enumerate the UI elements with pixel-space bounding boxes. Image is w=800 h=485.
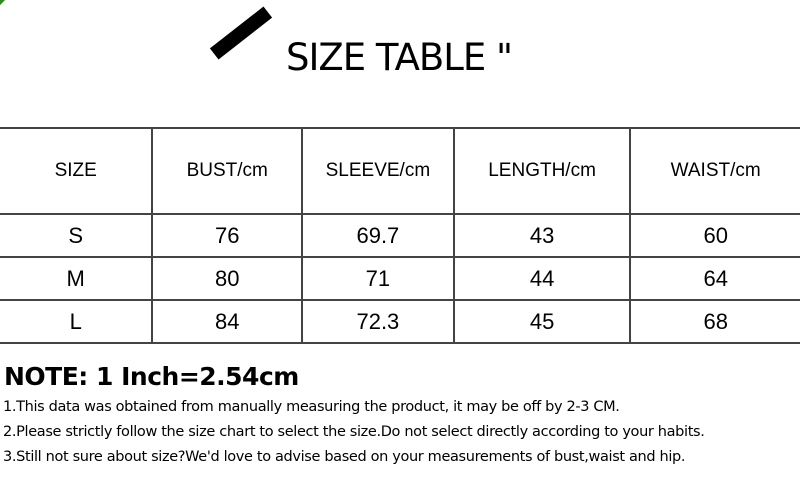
page-title: SIZE TABLE " xyxy=(286,36,513,79)
cell: 43 xyxy=(452,213,632,258)
header-sleeve: SLEEVE/cm xyxy=(301,127,455,215)
cell: M xyxy=(0,256,154,301)
note-line-3: 3.Still not sure about size?We'd love to… xyxy=(3,449,686,465)
table-row: S 76 69.7 43 60 xyxy=(0,213,800,258)
cell: 64 xyxy=(629,256,800,301)
cell: 84 xyxy=(151,299,304,344)
cell: 45 xyxy=(452,299,632,344)
cell: 72.3 xyxy=(301,299,455,344)
table-row: M 80 71 44 64 xyxy=(0,256,800,301)
cell: 60 xyxy=(629,213,800,258)
header-length: LENGTH/cm xyxy=(452,127,632,215)
header-bust: BUST/cm xyxy=(151,127,304,215)
size-table: SIZE BUST/cm SLEEVE/cm LENGTH/cm WAIST/c… xyxy=(0,127,800,344)
cell: 71 xyxy=(301,256,455,301)
cell: L xyxy=(0,299,154,344)
corner-accent xyxy=(0,0,7,7)
header-size: SIZE xyxy=(0,127,154,215)
note-line-1: 1.This data was obtained from manually m… xyxy=(3,399,620,415)
note-line-2: 2.Please strictly follow the size chart … xyxy=(3,424,705,440)
cell: S xyxy=(0,213,154,258)
table-header-row: SIZE BUST/cm SLEEVE/cm LENGTH/cm WAIST/c… xyxy=(0,127,800,215)
table-row: L 84 72.3 45 68 xyxy=(0,299,800,344)
header-waist: WAIST/cm xyxy=(629,127,800,215)
cell: 69.7 xyxy=(301,213,455,258)
cell: 44 xyxy=(452,256,632,301)
slash-decoration xyxy=(209,6,273,60)
cell: 80 xyxy=(151,256,304,301)
cell: 76 xyxy=(151,213,304,258)
cell: 68 xyxy=(629,299,800,344)
note-heading: NOTE: 1 Inch=2.54cm xyxy=(4,362,299,391)
